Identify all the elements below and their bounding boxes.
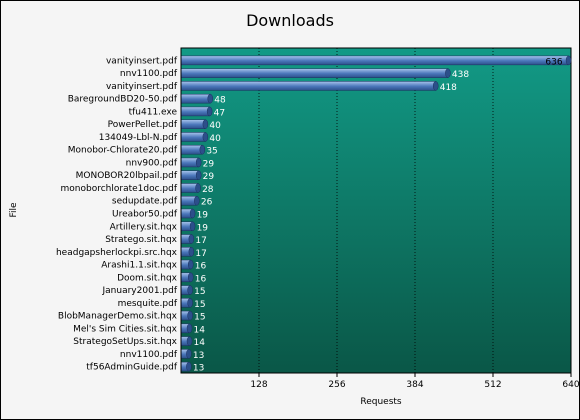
bar-cap — [188, 259, 194, 270]
data-label: 14 — [194, 325, 206, 335]
category-label: 134049-Lbl-N.pdf — [99, 133, 178, 143]
x-tick-label: 384 — [406, 380, 423, 390]
data-label: 29 — [203, 172, 215, 182]
category-label: vanityinsert.pdf — [106, 82, 178, 92]
category-label: BaregroundBD20-50.pdf — [68, 95, 178, 105]
category-label: Arashi1.1.sit.hqx — [101, 261, 177, 271]
bar-cap — [445, 68, 451, 78]
data-label: 19 — [197, 211, 209, 221]
bar — [180, 93, 211, 104]
category-label: StrategoSetUps.sit.hqx — [73, 337, 177, 347]
category-label: Doom.sit.hqx — [117, 273, 178, 283]
category-label: PowerPellet.pdf — [108, 120, 178, 130]
data-label: 48 — [214, 96, 226, 106]
category-label: Stratego.sit.hqx — [105, 235, 177, 245]
data-label: 40 — [209, 121, 221, 131]
bar-cap — [195, 157, 202, 168]
data-label: 636 — [545, 57, 562, 67]
chart-title: Downloads — [246, 11, 334, 30]
bar — [180, 132, 206, 142]
category-label: nnv1100.pdf — [120, 69, 178, 79]
data-label: 35 — [206, 147, 217, 157]
bar-cap — [202, 132, 209, 142]
data-label: 16 — [195, 274, 207, 284]
bar-cap — [187, 285, 193, 295]
bar-cap — [195, 183, 201, 193]
category-label: January2001.pdf — [102, 286, 178, 296]
data-label: 15 — [194, 300, 205, 310]
bar — [180, 144, 203, 155]
bar — [180, 106, 210, 117]
bar-cap — [186, 336, 193, 346]
bar-cap — [565, 55, 572, 66]
bar-cap — [194, 195, 200, 206]
data-label: 15 — [194, 313, 205, 323]
bar-cap — [188, 272, 194, 283]
data-label: 13 — [193, 351, 204, 361]
category-label: BlobManagerDemo.sit.hqx — [58, 312, 178, 322]
bar-cap — [186, 361, 192, 372]
data-label: 17 — [195, 249, 206, 259]
bar-cap — [202, 119, 209, 129]
data-label: 14 — [194, 338, 206, 348]
bar-cap — [188, 247, 195, 257]
bar-cap — [189, 221, 196, 232]
category-label: monoborchlorate1doc.pdf — [61, 184, 178, 194]
category-label: mesquite.pdf — [118, 299, 178, 309]
data-label: 28 — [202, 185, 214, 195]
bar-cap — [432, 81, 439, 91]
data-label: 29 — [203, 159, 215, 169]
category-label: nnv900.pdf — [126, 158, 178, 168]
category-label: tfu411.exe — [129, 107, 178, 117]
category-label: tf56AdminGuide.pdf — [86, 363, 178, 373]
bar-cap — [206, 106, 213, 117]
data-label: 13 — [193, 364, 204, 374]
x-axis-label: Requests — [360, 397, 402, 407]
bar — [180, 81, 436, 91]
bar-cap — [207, 93, 213, 104]
x-tick-label: 128 — [250, 380, 267, 390]
bar-cap — [188, 234, 195, 244]
data-label: 438 — [452, 70, 469, 80]
x-tick-label: 512 — [484, 380, 501, 390]
bar-cap — [186, 323, 193, 334]
category-label: Artillery.sit.hqx — [110, 222, 178, 232]
bar-cap — [187, 310, 193, 321]
bar — [180, 119, 206, 129]
data-label: 19 — [197, 223, 209, 233]
bar-cap — [186, 349, 192, 359]
bar — [180, 68, 449, 78]
data-label: 40 — [209, 134, 221, 144]
bar-cap — [187, 298, 193, 308]
bar-cap — [189, 208, 196, 219]
bar-cap — [195, 170, 202, 180]
category-label: Mel's Sim Cities.sit.hqx — [73, 324, 178, 334]
data-label: 15 — [194, 287, 205, 297]
category-label: nnv1100.pdf — [120, 350, 178, 360]
category-label: Monobor-Chlorate20.pdf — [68, 146, 178, 156]
category-label: MONOBOR20lbpail.pdf — [76, 171, 178, 181]
category-label: vanityinsert.pdf — [106, 56, 178, 66]
category-label: Ureabor50.pdf — [112, 210, 178, 220]
category-label: sedupdate.pdf — [112, 197, 178, 207]
data-label: 16 — [195, 262, 207, 272]
category-label: headgapsherlockpi.src.hqx — [56, 248, 178, 258]
data-label: 26 — [201, 198, 213, 208]
data-label: 17 — [195, 236, 206, 246]
x-tick-label: 256 — [328, 380, 345, 390]
plot-area — [180, 47, 572, 374]
bar — [180, 55, 569, 66]
bar-cap — [199, 144, 206, 155]
x-tick-label: 640 — [562, 380, 579, 390]
data-label: 47 — [214, 108, 225, 118]
data-label: 418 — [440, 83, 457, 93]
